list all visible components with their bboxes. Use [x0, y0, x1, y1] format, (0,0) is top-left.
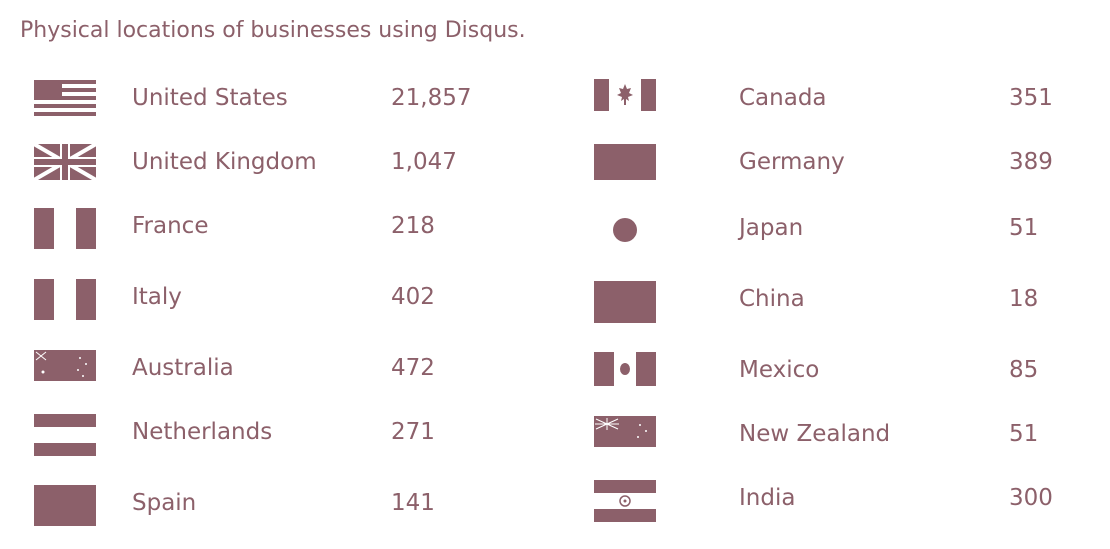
business-count: 351	[1009, 85, 1053, 111]
china-flag-icon	[594, 281, 656, 323]
uk-flag-icon	[34, 144, 96, 180]
business-count: 402	[391, 284, 435, 310]
list-item: Mexico 85	[594, 352, 1074, 392]
business-count: 472	[391, 355, 435, 381]
france-flag-icon	[34, 208, 96, 249]
business-count: 300	[1009, 485, 1053, 511]
business-count: 21,857	[391, 85, 472, 111]
business-count: 1,047	[391, 149, 457, 175]
country-name: United States	[132, 85, 288, 111]
netherlands-flag-icon	[34, 414, 96, 456]
list-item: Italy 402	[34, 279, 514, 320]
country-name: Spain	[132, 490, 197, 516]
us-flag-icon	[34, 80, 96, 116]
list-item: India 300	[594, 480, 1074, 522]
list-item: Netherlands 271	[34, 414, 514, 456]
page-title: Physical locations of businesses using D…	[20, 18, 526, 43]
germany-flag-icon	[594, 144, 656, 180]
country-name: Germany	[739, 149, 845, 175]
country-name: Italy	[132, 284, 182, 310]
business-count: 389	[1009, 149, 1053, 175]
mexico-flag-icon	[594, 352, 656, 386]
australia-flag-icon	[34, 350, 96, 381]
list-item: New Zealand 51	[594, 416, 1074, 456]
new-zealand-flag-icon	[594, 416, 656, 447]
list-item: Canada 351	[594, 79, 1074, 119]
list-item: United States 21,857	[34, 80, 514, 120]
list-item: France 218	[34, 208, 514, 249]
country-name: India	[739, 485, 796, 511]
business-count: 18	[1009, 286, 1039, 312]
business-count: 271	[391, 419, 435, 445]
country-name: Mexico	[739, 357, 820, 383]
italy-flag-icon	[34, 279, 96, 320]
country-name: Australia	[132, 355, 234, 381]
country-name: United Kingdom	[132, 149, 317, 175]
business-count: 218	[391, 213, 435, 239]
canada-flag-icon	[594, 79, 656, 111]
business-count: 141	[391, 490, 435, 516]
business-count: 51	[1009, 421, 1039, 447]
country-name: New Zealand	[739, 421, 891, 447]
list-item: Japan 51	[594, 210, 1074, 250]
business-count: 51	[1009, 215, 1039, 241]
list-item: Spain 141	[34, 485, 514, 526]
country-name: France	[132, 213, 209, 239]
spain-flag-icon	[34, 485, 96, 526]
list-item: Germany 389	[594, 144, 1074, 184]
country-name: China	[739, 286, 805, 312]
japan-flag-icon	[594, 210, 656, 250]
country-name: Netherlands	[132, 419, 273, 445]
india-flag-icon	[594, 480, 656, 522]
country-name: Japan	[739, 215, 804, 241]
list-item: United Kingdom 1,047	[34, 144, 514, 184]
business-count: 85	[1009, 357, 1039, 383]
list-item: China 18	[594, 281, 1074, 323]
list-item: Australia 472	[34, 350, 514, 390]
country-name: Canada	[739, 85, 827, 111]
